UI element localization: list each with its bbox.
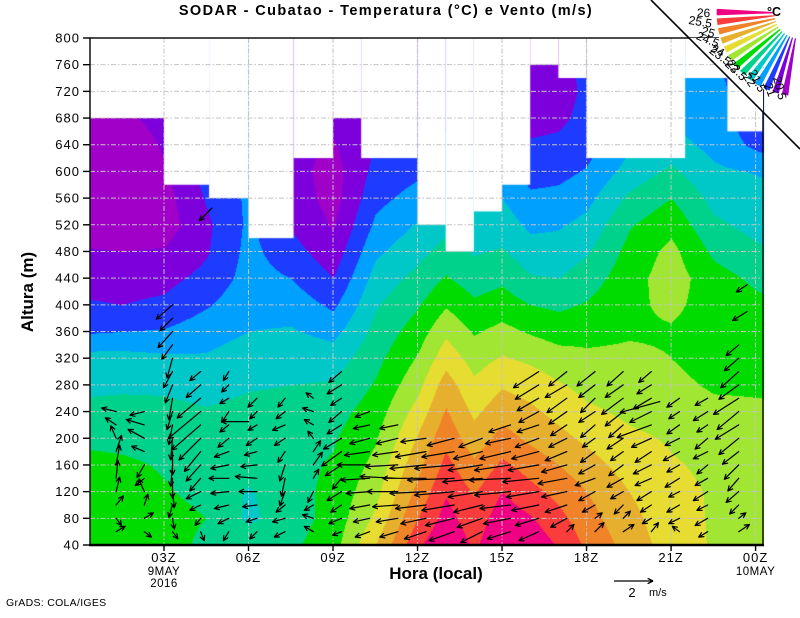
legend-color-wedge bbox=[715, 7, 776, 17]
legend-level-label: 21 bbox=[761, 81, 779, 99]
x-date-label: 9MAY bbox=[148, 566, 180, 578]
legend-color-wedge bbox=[726, 24, 781, 63]
x-tick-label: 03Z bbox=[151, 550, 176, 565]
grads-credit: GrADS: COLA/IGES bbox=[6, 597, 107, 609]
legend-color-wedge bbox=[716, 16, 777, 37]
y-tick-label: 240 bbox=[55, 404, 80, 419]
x-axis-title: Hora (local) bbox=[389, 564, 483, 583]
wind-vectors bbox=[101, 207, 751, 544]
legend-color-wedge bbox=[738, 29, 785, 78]
y-tick-label: 40 bbox=[64, 538, 80, 553]
wind-scale-arrow bbox=[614, 577, 654, 585]
x-tick-label: 18Z bbox=[574, 550, 599, 565]
legend-level-label: 26 bbox=[697, 6, 711, 21]
x-tick-label: 09Z bbox=[320, 550, 345, 565]
y-tick-label: 520 bbox=[55, 217, 80, 232]
legend-color-wedge bbox=[753, 33, 790, 89]
y-tick-label: 120 bbox=[55, 484, 80, 499]
legend-color-wedge bbox=[770, 35, 795, 96]
y-tick-label: 200 bbox=[55, 431, 80, 446]
y-tick-label: 480 bbox=[55, 244, 80, 259]
y-tick-label: 760 bbox=[55, 57, 80, 72]
legend-color-wedge bbox=[715, 13, 777, 27]
legend-color-wedge bbox=[722, 22, 779, 55]
y-tick-label: 560 bbox=[55, 191, 80, 206]
x-tick-label: 15Z bbox=[489, 550, 514, 565]
y-tick-label: 720 bbox=[55, 84, 80, 99]
legend-level-label: 25 bbox=[700, 24, 717, 41]
legend-unit-label: °C bbox=[767, 5, 782, 19]
legend-color-wedge bbox=[780, 36, 798, 98]
x-date-label: 2016 bbox=[150, 578, 178, 590]
y-axis-title: Altura (m) bbox=[18, 251, 37, 333]
x-tick-label: 06Z bbox=[236, 550, 261, 565]
y-tick-label: 360 bbox=[55, 324, 80, 339]
legend-color-wedge bbox=[745, 31, 787, 84]
y-tick-label: 160 bbox=[55, 457, 80, 472]
y-tick-label: 280 bbox=[55, 377, 80, 392]
wind-scale-unit: m/s bbox=[649, 587, 667, 599]
x-tick-label: 21Z bbox=[658, 550, 683, 565]
y-tick-label: 680 bbox=[55, 111, 80, 126]
legend-color-wedge bbox=[718, 19, 778, 46]
y-tick-label: 320 bbox=[55, 351, 80, 366]
wind-scale-value: 2 bbox=[628, 585, 636, 600]
y-tick-label: 640 bbox=[55, 137, 80, 152]
legend-color-wedge bbox=[761, 34, 792, 93]
plot-frame bbox=[89, 37, 764, 546]
y-tick-label: 400 bbox=[55, 297, 80, 312]
y-tick-label: 80 bbox=[64, 511, 80, 526]
y-tick-label: 800 bbox=[55, 31, 80, 46]
x-tick-label: 00Z bbox=[743, 550, 768, 565]
x-tick-label: 12Z bbox=[405, 550, 430, 565]
legend-level-label: 20.5 bbox=[770, 75, 789, 101]
legend-level-label: 25.5 bbox=[688, 13, 714, 31]
chart-title: SODAR - Cubatao - Temperatura (°C) e Ven… bbox=[178, 3, 594, 19]
legend-diagonal-line bbox=[650, 0, 800, 150]
legend-color-wedge bbox=[731, 27, 783, 71]
x-date-label: 10MAY bbox=[736, 566, 775, 578]
legend-level-label: 24 bbox=[708, 41, 727, 60]
y-tick-label: 600 bbox=[55, 164, 80, 179]
y-tick-label: 440 bbox=[55, 271, 80, 286]
